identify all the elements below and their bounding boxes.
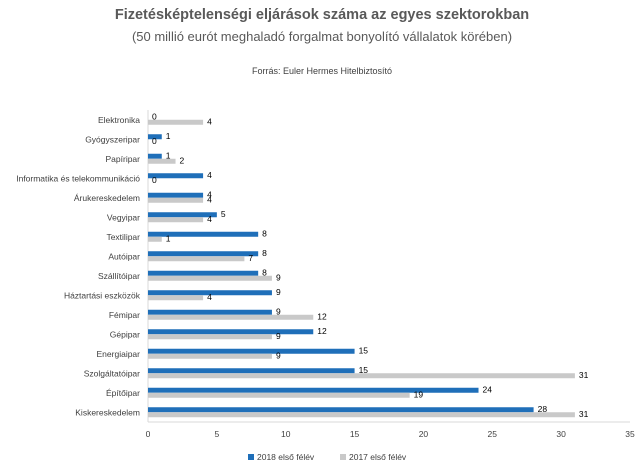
bar-2018 bbox=[148, 251, 259, 257]
bar-2018 bbox=[148, 329, 314, 335]
data-label: 4 bbox=[207, 214, 212, 224]
x-tick-label: 15 bbox=[350, 429, 360, 439]
data-label: 4 bbox=[207, 194, 212, 204]
data-label: 1 bbox=[166, 150, 171, 160]
bar-2017 bbox=[148, 334, 272, 340]
chart-subtitle: (50 millió eurót meghaladó forgalmat bon… bbox=[131, 29, 513, 44]
data-label: 12 bbox=[317, 326, 327, 336]
x-tick-label: 35 bbox=[625, 429, 635, 439]
data-label: 9 bbox=[276, 306, 281, 316]
category-label: Papíripar bbox=[106, 154, 141, 164]
bar-2017 bbox=[148, 314, 314, 320]
data-label: 7 bbox=[248, 253, 253, 263]
x-tick-label: 0 bbox=[146, 429, 151, 439]
bar-2018 bbox=[148, 387, 479, 393]
category-label: Árukereskedelem bbox=[74, 193, 140, 203]
legend-swatch-2018 bbox=[248, 454, 254, 460]
bar-2018 bbox=[148, 153, 162, 159]
legend-label: 2018 első félév bbox=[257, 452, 315, 462]
bar-2017 bbox=[148, 295, 204, 301]
bar-2017 bbox=[148, 236, 162, 242]
bar-2018 bbox=[148, 231, 259, 237]
data-label: 31 bbox=[579, 409, 589, 419]
data-label: 0 bbox=[152, 136, 157, 146]
data-label: 9 bbox=[276, 331, 281, 341]
category-label: Textilipar bbox=[106, 232, 140, 242]
bar-2017 bbox=[148, 275, 272, 281]
data-label: 12 bbox=[317, 311, 327, 321]
category-label: Szállítóipar bbox=[98, 271, 140, 281]
data-label: 15 bbox=[359, 345, 369, 355]
category-label: Kiskereskedelem bbox=[75, 407, 140, 417]
category-label: Autóipar bbox=[108, 251, 140, 261]
data-label: 4 bbox=[207, 292, 212, 302]
bar-2018 bbox=[148, 368, 355, 374]
x-tick-label: 20 bbox=[419, 429, 429, 439]
bar-2018 bbox=[148, 407, 534, 413]
category-label: Háztartási eszközök bbox=[64, 290, 141, 300]
data-label: 2 bbox=[180, 155, 185, 165]
data-label: 9 bbox=[276, 350, 281, 360]
x-tick-label: 10 bbox=[281, 429, 291, 439]
data-label: 28 bbox=[538, 404, 548, 414]
bar-2017 bbox=[148, 217, 204, 223]
category-label: Elektronika bbox=[98, 115, 140, 125]
bar-2018 bbox=[148, 134, 162, 140]
chart-title: Fizetésképtelenségi eljárások száma az e… bbox=[114, 7, 530, 23]
data-label: 0 bbox=[152, 175, 157, 185]
bar-2017 bbox=[148, 412, 575, 418]
bar-2017 bbox=[148, 119, 204, 125]
data-label: 0 bbox=[152, 111, 157, 121]
bar-2017 bbox=[148, 373, 575, 379]
data-label: 8 bbox=[262, 228, 267, 238]
category-label: Vegyipar bbox=[107, 212, 140, 222]
category-label: Informatika és telekommunikáció bbox=[16, 173, 140, 183]
bar-2018 bbox=[148, 270, 259, 276]
bar-2018 bbox=[148, 290, 272, 296]
bar-2017 bbox=[148, 392, 410, 398]
x-tick-label: 30 bbox=[556, 429, 566, 439]
data-label: 4 bbox=[207, 189, 212, 199]
x-tick-label: 5 bbox=[214, 429, 219, 439]
bar-2018 bbox=[148, 173, 204, 179]
category-label: Szolgáltatóipar bbox=[84, 368, 140, 378]
legend-label: 2017 első félév bbox=[349, 452, 407, 462]
bar-2018 bbox=[148, 348, 355, 354]
data-label: 1 bbox=[166, 233, 171, 243]
data-label: 15 bbox=[359, 365, 369, 375]
legend-swatch-2017 bbox=[340, 454, 346, 460]
data-label: 19 bbox=[414, 389, 424, 399]
data-label: 8 bbox=[262, 267, 267, 277]
bar-2018 bbox=[148, 192, 204, 198]
category-label: Gyógyszeripar bbox=[85, 134, 140, 144]
data-label: 9 bbox=[276, 272, 281, 282]
category-label: Fémipar bbox=[109, 310, 140, 320]
data-label: 4 bbox=[207, 116, 212, 126]
data-label: 9 bbox=[276, 287, 281, 297]
bar-2017 bbox=[148, 256, 245, 262]
data-label: 1 bbox=[166, 131, 171, 141]
data-label: 8 bbox=[262, 248, 267, 258]
data-label: 4 bbox=[207, 170, 212, 180]
bar-2018 bbox=[148, 212, 217, 218]
category-label: Gépipar bbox=[110, 329, 140, 339]
chart-source: Forrás: Euler Hermes Hitelbiztosító bbox=[251, 66, 393, 76]
data-label: 24 bbox=[483, 384, 493, 394]
data-label: 31 bbox=[579, 370, 589, 380]
x-tick-label: 25 bbox=[488, 429, 498, 439]
bar-2017 bbox=[148, 353, 272, 359]
category-label: Energiaipar bbox=[97, 349, 141, 359]
category-label: Építőipar bbox=[106, 388, 140, 398]
bar-2017 bbox=[148, 197, 204, 203]
bar-2018 bbox=[148, 309, 272, 315]
bar-2017 bbox=[148, 158, 176, 164]
data-label: 5 bbox=[221, 209, 226, 219]
